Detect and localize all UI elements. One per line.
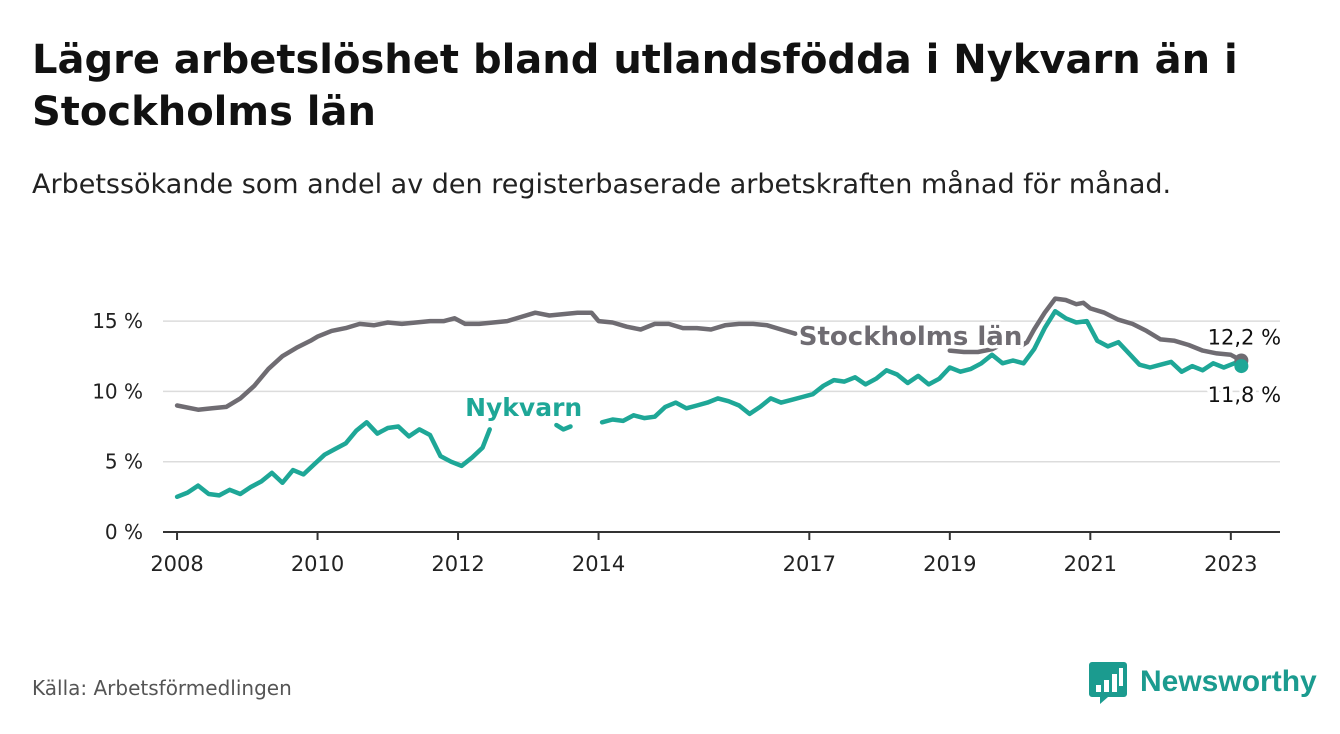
x-tick-label: 2012 <box>431 552 484 576</box>
series-label-nykvarn: Nykvarn <box>465 393 582 422</box>
brand-name: Newsworthy <box>1140 665 1317 698</box>
x-tick-label: 2014 <box>572 552 625 576</box>
end-point-nykvarn <box>1234 359 1249 374</box>
end-value-label-nykvarn: 11,8 % <box>1208 383 1281 407</box>
x-tick-label: 2019 <box>923 552 976 576</box>
x-tick-label: 2008 <box>150 552 203 576</box>
y-tick-label: 0 % <box>105 520 143 544</box>
y-tick-label: 15 % <box>92 309 143 333</box>
brand-logo[interactable]: Newsworthy <box>1088 660 1317 704</box>
y-tick-label: 5 % <box>105 450 143 474</box>
series-line-nykvarn <box>554 422 573 432</box>
chart-title: Lägre arbetslöshet bland utlandsfödda i … <box>32 37 1238 135</box>
source-note: Källa: Arbetsförmedlingen <box>32 676 292 700</box>
series-line-stockholms-l-n <box>174 310 798 412</box>
series-line-nykvarn <box>599 308 1244 425</box>
line-chart: 0 % 5 % 10 % 15 % 2008 2010 2012 2014 2017 2019 20… <box>92 296 1282 576</box>
series-line-nykvarn <box>174 420 492 500</box>
series-line-stockholms-l-n <box>947 296 1244 363</box>
bar-chart-logo-icon <box>1089 662 1127 704</box>
x-tick-label: 2017 <box>783 552 836 576</box>
x-tick-label: 2021 <box>1064 552 1117 576</box>
x-tick-label: 2023 <box>1204 552 1257 576</box>
series-label-stockholms-lan: Stockholms län <box>799 322 1023 352</box>
chart-subtitle: Arbetssökande som andel av den registerb… <box>32 169 1172 200</box>
x-tick-label: 2010 <box>291 552 344 576</box>
y-tick-label: 10 % <box>92 379 143 403</box>
end-value-label-stockholms-lan: 12,2 % <box>1208 325 1281 349</box>
